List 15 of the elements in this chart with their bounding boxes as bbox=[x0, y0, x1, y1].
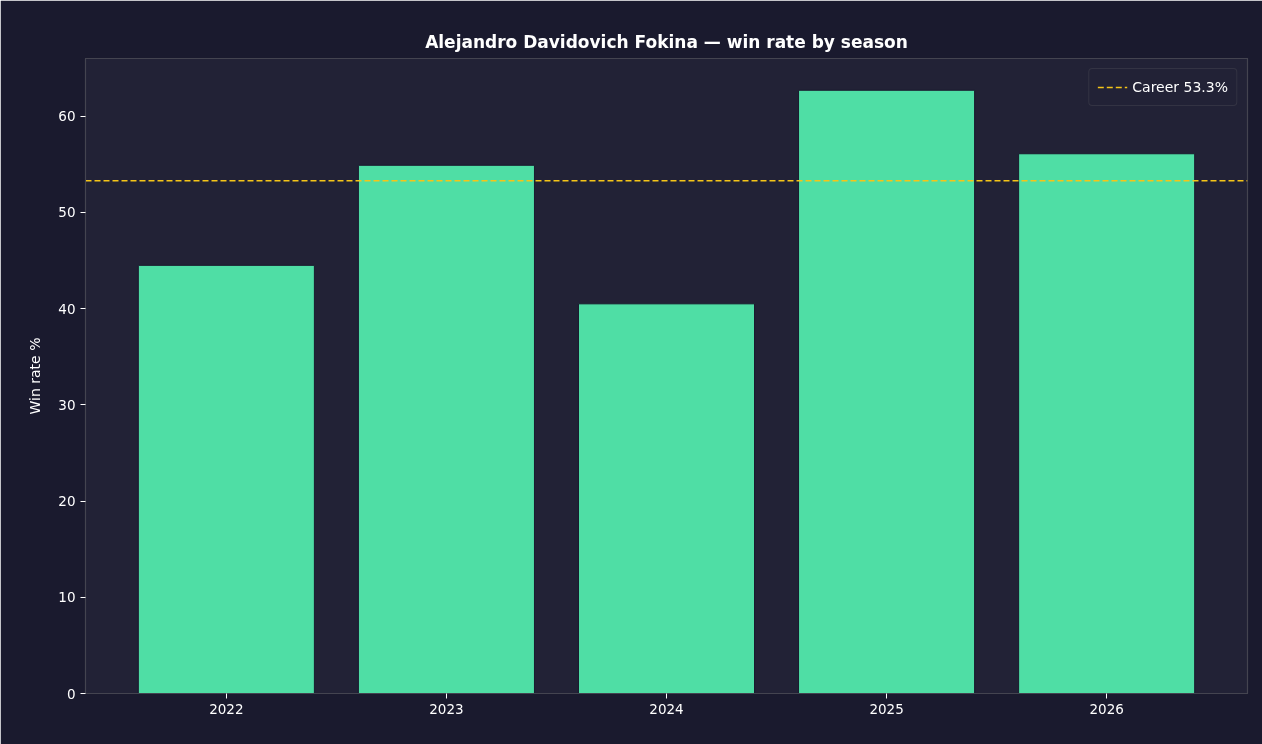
x-tick-label: 2023 bbox=[429, 700, 464, 717]
y-tick-label: 40 bbox=[58, 300, 76, 317]
y-tick-label: 30 bbox=[58, 396, 76, 413]
y-tick-label: 10 bbox=[58, 589, 76, 606]
y-tick-label: 60 bbox=[58, 108, 76, 125]
legend-label: Career 53.3% bbox=[1132, 79, 1228, 95]
x-tick-label: 2022 bbox=[209, 700, 244, 717]
y-axis-title: Win rate % bbox=[27, 337, 44, 415]
y-tick-label: 0 bbox=[66, 685, 76, 702]
x-tick-label: 2026 bbox=[1089, 700, 1124, 717]
y-tick-label: 20 bbox=[58, 493, 76, 510]
x-tick-label: 2024 bbox=[649, 700, 684, 717]
x-tick-label: 2025 bbox=[869, 700, 904, 717]
y-tick-label: 50 bbox=[58, 204, 76, 221]
chart-title: Alejandro Davidovich Fokina — win rate by season bbox=[425, 31, 908, 52]
